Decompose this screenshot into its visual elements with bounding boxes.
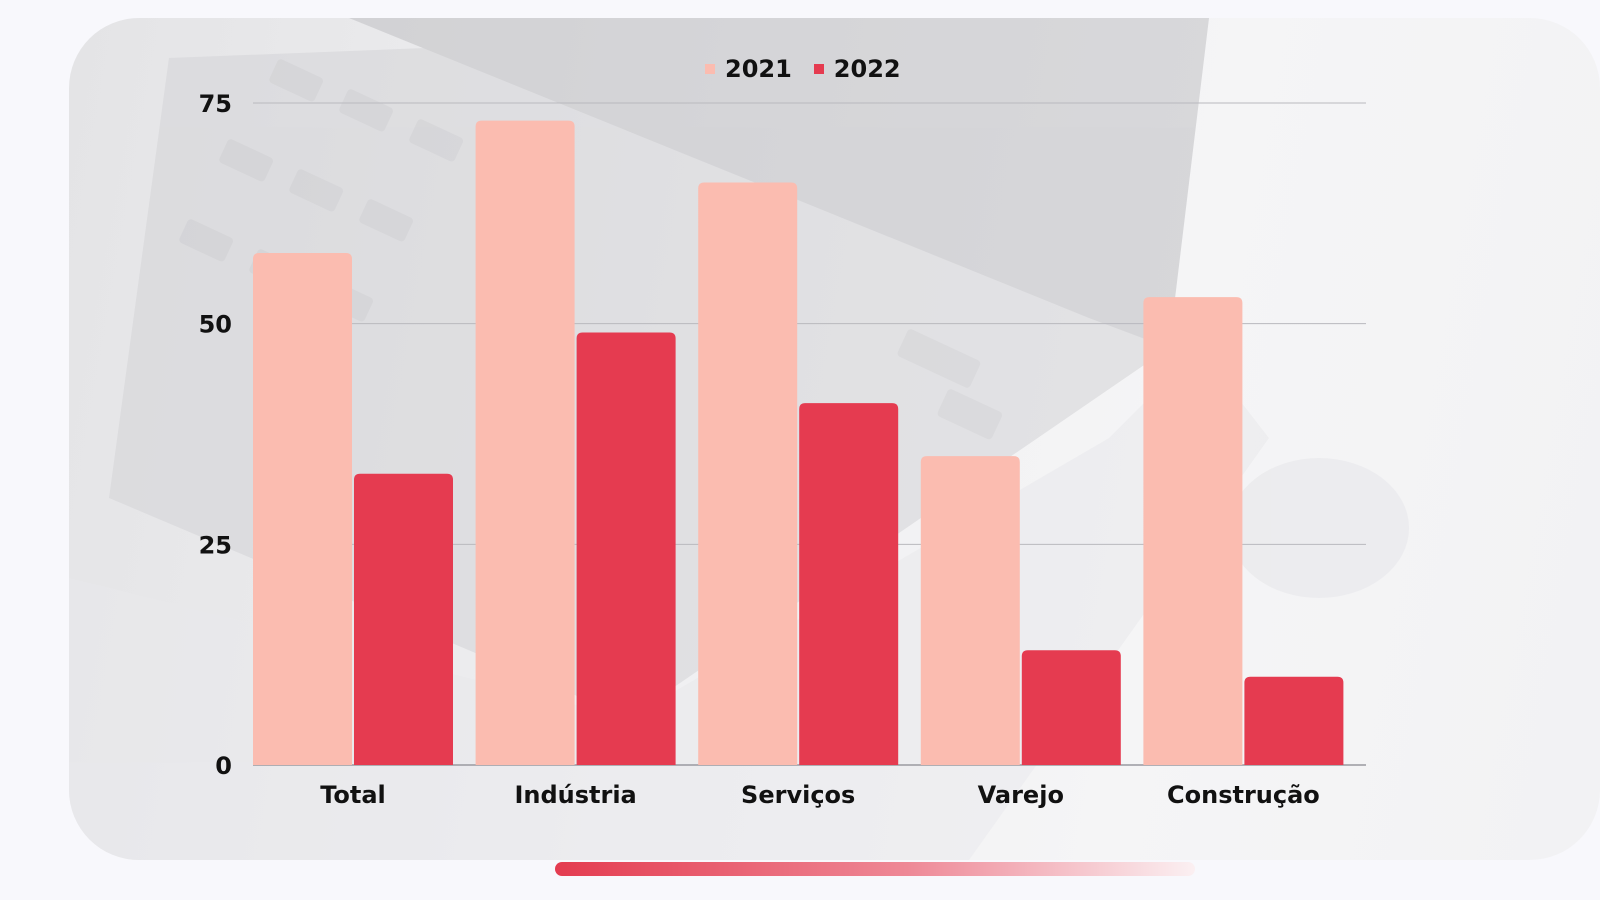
x-tick-label: Total — [320, 781, 386, 809]
chart-card: 0 25 50 75 Total Indústria Serviços Varejo Const… — [69, 18, 1600, 860]
bar-2021-serviços — [698, 182, 798, 765]
bar-2021-total — [253, 253, 352, 765]
x-tick-label: Indústria — [514, 781, 636, 809]
legend-label-2021: 2021 — [725, 55, 792, 83]
bar-2021-indústria — [475, 120, 575, 766]
legend-label-2022: 2022 — [833, 55, 901, 83]
bar-chart: 0 25 50 75 Total Indústria Serviços Varejo Const… — [199, 90, 1366, 809]
y-tick-label: 25 — [199, 531, 232, 559]
bar-2022-construção — [1244, 676, 1344, 765]
legend-item-2021: 2021 — [705, 55, 792, 83]
x-tick-label: Serviços — [741, 781, 855, 809]
bar-2021-varejo — [920, 456, 1020, 765]
legend-swatch-2021 — [705, 64, 715, 74]
y-tick-label: 50 — [199, 311, 232, 339]
legend-item-2022: 2022 — [813, 55, 901, 83]
legend-swatch-2022 — [813, 64, 824, 74]
bar-2022-total — [354, 473, 453, 765]
bar-2022-serviços — [799, 403, 899, 765]
x-tick-label: Varejo — [978, 781, 1064, 809]
bar-2022-varejo — [1021, 650, 1121, 765]
x-tick-label: Construção — [1167, 781, 1320, 809]
bar-2022-indústria — [576, 332, 676, 765]
y-tick-label: 75 — [199, 90, 232, 118]
bar-2021-construção — [1143, 297, 1243, 765]
y-tick-label: 0 — [215, 752, 232, 780]
horizontal-scrollbar[interactable] — [555, 862, 1195, 876]
chart-legend: 2021 2022 — [705, 52, 901, 86]
